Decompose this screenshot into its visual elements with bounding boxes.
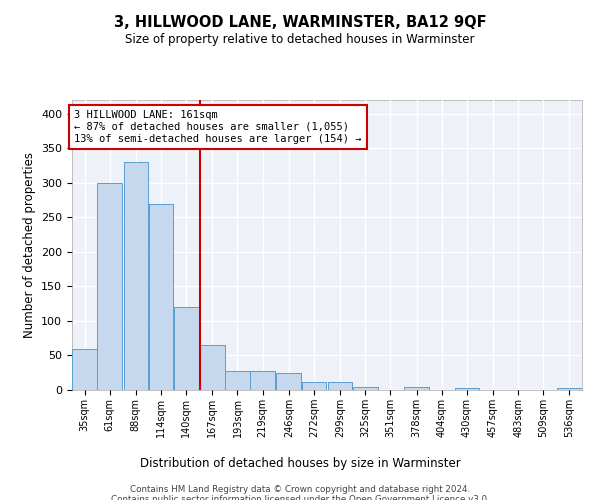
Text: Contains public sector information licensed under the Open Government Licence v3: Contains public sector information licen… [110, 495, 490, 500]
Text: 3 HILLWOOD LANE: 161sqm
← 87% of detached houses are smaller (1,055)
13% of semi: 3 HILLWOOD LANE: 161sqm ← 87% of detache… [74, 110, 361, 144]
Bar [200, 345, 224, 390]
Bar [225, 370, 250, 390]
Bar [455, 388, 479, 390]
Bar [353, 386, 377, 390]
Text: Size of property relative to detached houses in Warminster: Size of property relative to detached ho… [125, 32, 475, 46]
Bar [97, 183, 122, 390]
Text: Contains HM Land Registry data © Crown copyright and database right 2024.: Contains HM Land Registry data © Crown c… [130, 485, 470, 494]
Bar [455, 388, 479, 390]
Bar [328, 382, 352, 390]
Bar [149, 204, 173, 390]
Bar [149, 204, 173, 390]
Bar [124, 162, 148, 390]
Bar [72, 348, 97, 390]
Bar [353, 386, 377, 390]
Bar [200, 345, 224, 390]
Bar [277, 372, 301, 390]
Bar [124, 162, 148, 390]
Text: 3, HILLWOOD LANE, WARMINSTER, BA12 9QF: 3, HILLWOOD LANE, WARMINSTER, BA12 9QF [113, 15, 487, 30]
Text: Distribution of detached houses by size in Warminster: Distribution of detached houses by size … [140, 458, 460, 470]
Bar [302, 382, 326, 390]
Bar [302, 382, 326, 390]
Bar [277, 372, 301, 390]
Bar [174, 307, 199, 390]
Y-axis label: Number of detached properties: Number of detached properties [23, 152, 35, 338]
Bar [72, 348, 97, 390]
Bar [97, 183, 122, 390]
Bar [404, 387, 429, 390]
Bar [557, 388, 582, 390]
Bar [557, 388, 582, 390]
Bar [404, 387, 429, 390]
Bar [174, 307, 199, 390]
Bar [328, 382, 352, 390]
Bar [250, 372, 275, 390]
Bar [250, 372, 275, 390]
Bar [225, 370, 250, 390]
